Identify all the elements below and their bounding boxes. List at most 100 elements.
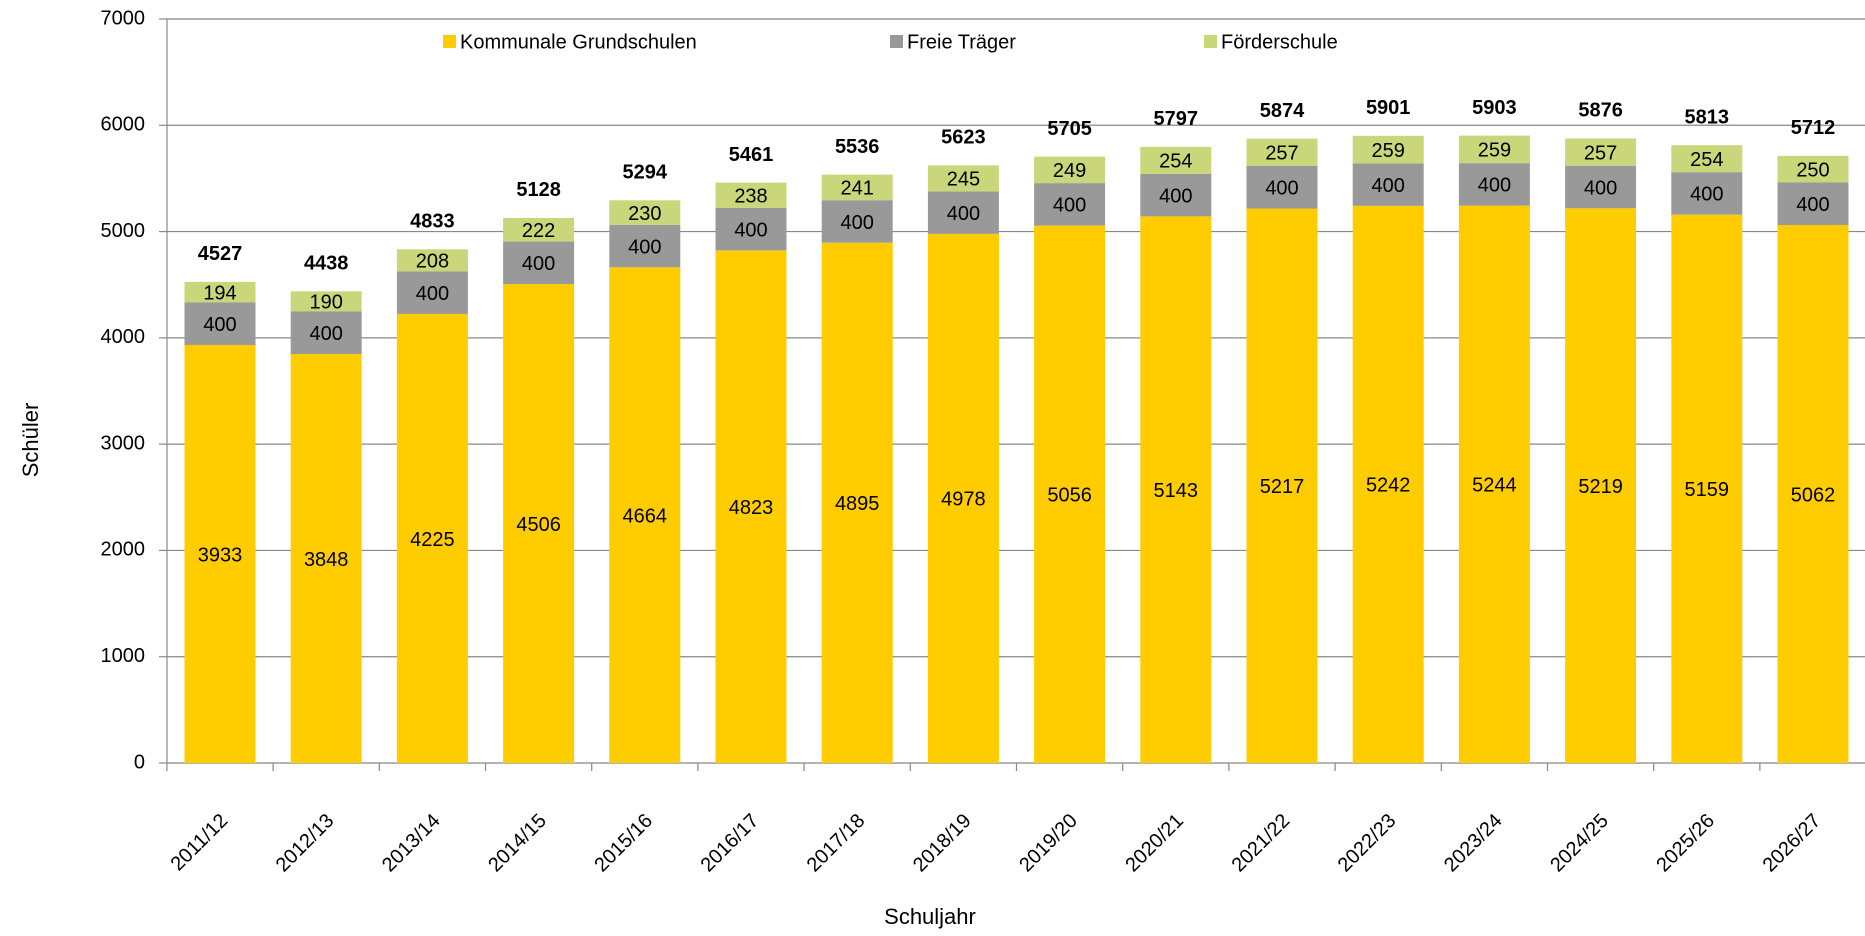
bar-segment <box>1565 138 1637 166</box>
bar-segment <box>609 224 681 268</box>
y-tick-label: 4000 <box>101 326 146 348</box>
x-tick-label: 2013/14 <box>378 810 445 877</box>
value-label: 259 <box>1372 140 1405 162</box>
bar-segment <box>1246 208 1318 763</box>
value-label: 400 <box>1796 194 1829 216</box>
x-tick-label: 2025/26 <box>1652 810 1719 877</box>
value-label: 230 <box>628 203 661 225</box>
bar-segment <box>1671 214 1743 763</box>
legend-label: Kommunale Grundschulen <box>460 31 697 53</box>
bar-segment <box>503 217 575 242</box>
value-label: 3848 <box>304 549 349 571</box>
value-label: 5242 <box>1366 475 1411 497</box>
x-tick-label: 2014/15 <box>484 810 551 877</box>
x-tick-label: 2016/17 <box>697 810 764 877</box>
x-tick-label: 2012/13 <box>272 810 339 877</box>
value-label: 400 <box>1478 175 1511 197</box>
legend-label: Freie Träger <box>907 31 1016 53</box>
y-tick-label: 3000 <box>101 432 146 454</box>
value-label: 400 <box>734 219 767 241</box>
y-axis-title: Schüler <box>18 403 43 478</box>
value-label: 400 <box>522 253 555 275</box>
bar-segment <box>1034 183 1106 226</box>
value-label: 190 <box>310 292 343 314</box>
legend-swatch <box>890 35 903 48</box>
value-label: 5143 <box>1154 480 1199 502</box>
value-label: 400 <box>416 283 449 305</box>
bar-segment <box>1671 145 1743 173</box>
y-tick-label: 0 <box>134 751 145 773</box>
bar-segment <box>715 250 787 763</box>
bar-segment <box>1458 205 1530 764</box>
x-axis-title: Schuljahr <box>884 904 976 929</box>
bar-segment <box>1246 138 1318 166</box>
bar-segment <box>184 344 256 763</box>
bar-segment <box>1034 156 1106 184</box>
value-label: 5244 <box>1472 475 1517 497</box>
total-label: 5536 <box>835 136 880 158</box>
x-tick-label: 2019/20 <box>1015 810 1082 877</box>
bar-segment <box>1458 135 1530 164</box>
bar-segment <box>1140 173 1212 217</box>
value-label: 4978 <box>941 489 986 511</box>
bar-segment <box>1034 225 1106 763</box>
bar-segment <box>821 200 893 243</box>
bar-segment <box>609 200 681 225</box>
value-label: 4506 <box>516 514 561 536</box>
bar-segment <box>1246 165 1318 209</box>
bar-segment <box>290 311 362 355</box>
bar-segment <box>1140 216 1212 764</box>
value-label: 5219 <box>1578 476 1623 498</box>
value-label: 250 <box>1796 159 1829 181</box>
total-label: 5705 <box>1047 118 1092 140</box>
bar-segment <box>609 267 681 763</box>
x-tick-label: 2022/23 <box>1334 810 1401 877</box>
bar-segment <box>927 191 999 234</box>
value-label: 254 <box>1159 151 1192 173</box>
total-label: 5903 <box>1472 97 1517 119</box>
bar-segment <box>290 291 362 312</box>
value-label: 4225 <box>410 529 455 551</box>
bar-segment <box>1777 224 1849 764</box>
total-label: 5461 <box>729 144 774 166</box>
bar-segment <box>715 182 787 208</box>
value-label: 400 <box>1159 185 1192 207</box>
x-tick-label: 2011/12 <box>167 810 233 876</box>
value-label: 194 <box>203 282 236 304</box>
bar-segment <box>927 165 999 192</box>
total-label: 5901 <box>1366 97 1411 119</box>
value-label: 259 <box>1478 140 1511 162</box>
x-tick-label: 2017/18 <box>803 810 870 877</box>
total-label: 5294 <box>623 162 668 184</box>
value-label: 257 <box>1584 142 1617 164</box>
total-label: 5874 <box>1260 100 1305 122</box>
value-label: 400 <box>1584 177 1617 199</box>
value-label: 400 <box>1690 184 1723 206</box>
value-label: 400 <box>310 323 343 345</box>
y-tick-label: 6000 <box>101 114 146 136</box>
y-tick-label: 1000 <box>101 645 146 667</box>
value-label: 257 <box>1265 143 1298 165</box>
y-tick-label: 2000 <box>101 539 146 561</box>
x-tick-label: 2026/27 <box>1759 810 1826 877</box>
value-label: 241 <box>841 178 874 200</box>
bar-segment <box>927 233 999 763</box>
x-tick-label: 2021/22 <box>1228 810 1295 877</box>
bar-segment <box>290 354 362 763</box>
y-tick-label: 7000 <box>101 7 146 29</box>
x-tick-label: 2018/19 <box>909 810 976 877</box>
value-label: 4895 <box>835 493 880 515</box>
value-label: 222 <box>522 220 555 242</box>
bar-segment <box>821 174 893 201</box>
value-label: 4664 <box>623 505 668 527</box>
bar-segment <box>1140 146 1212 174</box>
x-tick-label: 2024/25 <box>1546 810 1613 877</box>
bar-segment <box>1777 182 1849 225</box>
bar-segment <box>1352 205 1424 763</box>
bar-segment <box>1671 172 1743 215</box>
value-label: 238 <box>734 186 767 208</box>
value-label: 249 <box>1053 160 1086 182</box>
bar-segment <box>715 207 787 251</box>
total-label: 4527 <box>198 243 243 265</box>
value-label: 3933 <box>198 544 243 566</box>
